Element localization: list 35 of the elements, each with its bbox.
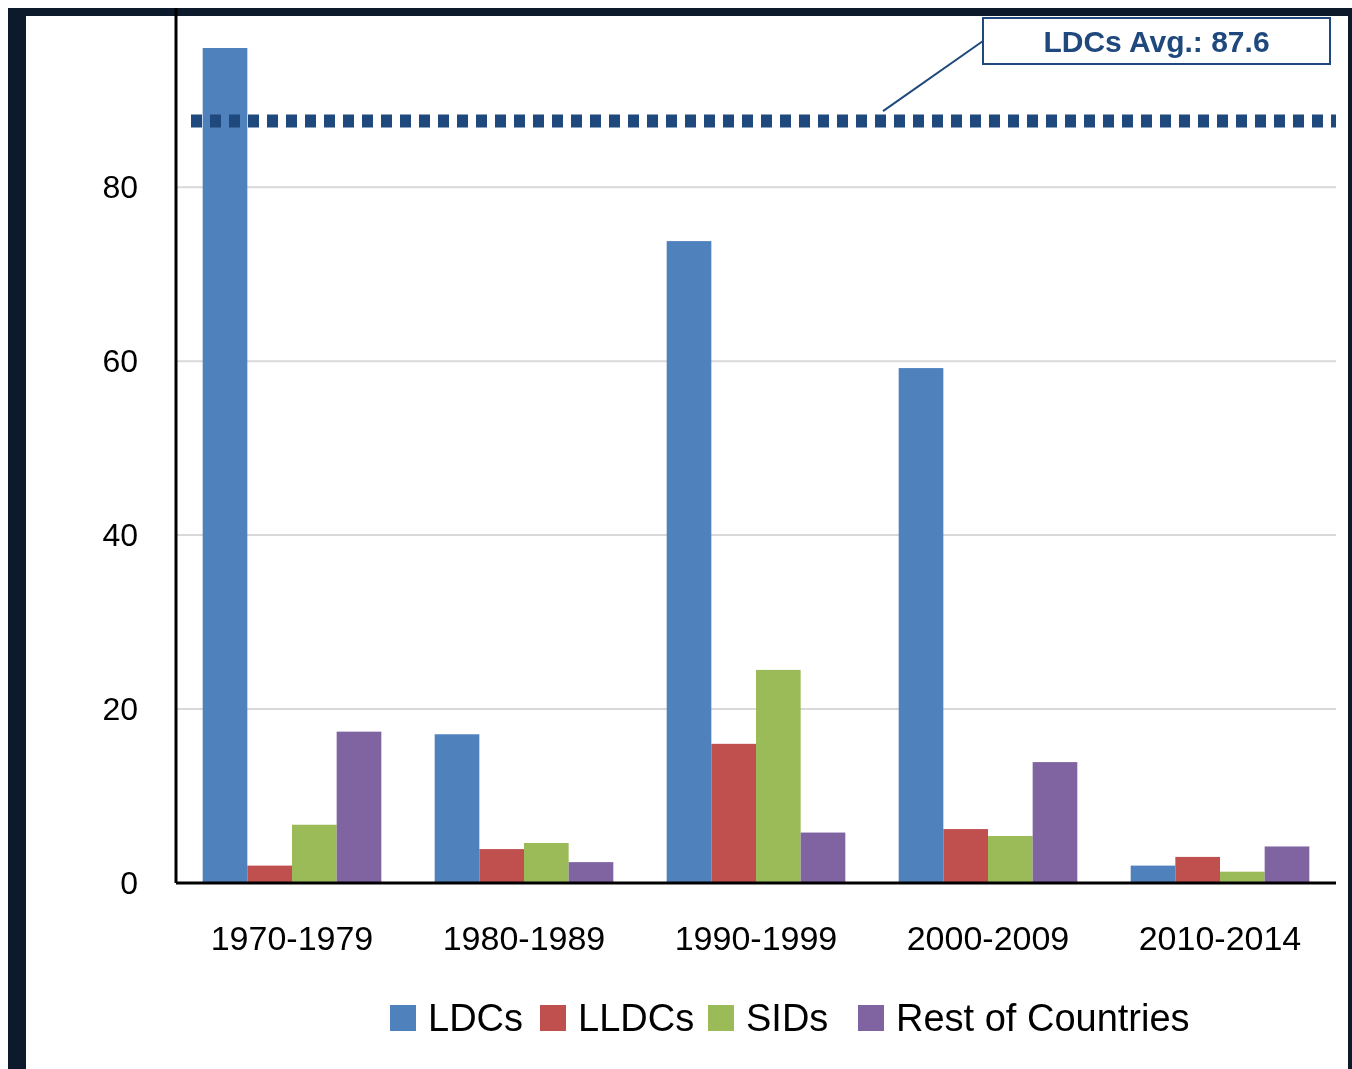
bar <box>943 829 988 883</box>
bar <box>1175 856 1220 883</box>
bar <box>756 669 801 883</box>
bar <box>336 731 382 883</box>
bar <box>202 48 248 883</box>
bar <box>292 824 337 883</box>
x-tick-label: 2000-2009 <box>906 918 1070 957</box>
bar <box>898 368 944 883</box>
x-tick-label: 2010-2014 <box>1138 918 1302 957</box>
bar <box>434 734 480 883</box>
callout-box: LDCs Avg.: 87.6 <box>882 17 1331 113</box>
bar <box>479 849 524 883</box>
legend-label: SIDs <box>746 997 829 1040</box>
ref-line-label: LDCs Avg.: 87.6 <box>1043 24 1270 58</box>
legend-label: LLDCs <box>578 997 695 1040</box>
bar <box>1130 865 1176 883</box>
y-tick-label: 0 <box>120 865 138 902</box>
bar <box>568 862 614 883</box>
x-tick-label: 1990-1999 <box>674 918 838 957</box>
x-tick-label: 1970-1979 <box>210 918 374 957</box>
x-tick-label: 1980-1989 <box>442 918 606 957</box>
y-tick-label: 20 <box>102 691 138 728</box>
bar <box>800 832 846 883</box>
legend-label: Rest of Countries <box>896 997 1190 1040</box>
bar <box>1032 762 1078 883</box>
y-tick-label: 40 <box>102 517 138 554</box>
legend-label: LDCs <box>428 997 524 1040</box>
bar <box>666 241 712 883</box>
bar <box>711 743 756 883</box>
y-tick-label: 80 <box>102 169 138 206</box>
bar <box>1264 846 1310 883</box>
y-tick-label: 60 <box>102 343 138 380</box>
bar <box>988 836 1033 883</box>
bar <box>247 865 292 883</box>
bar <box>524 842 569 883</box>
